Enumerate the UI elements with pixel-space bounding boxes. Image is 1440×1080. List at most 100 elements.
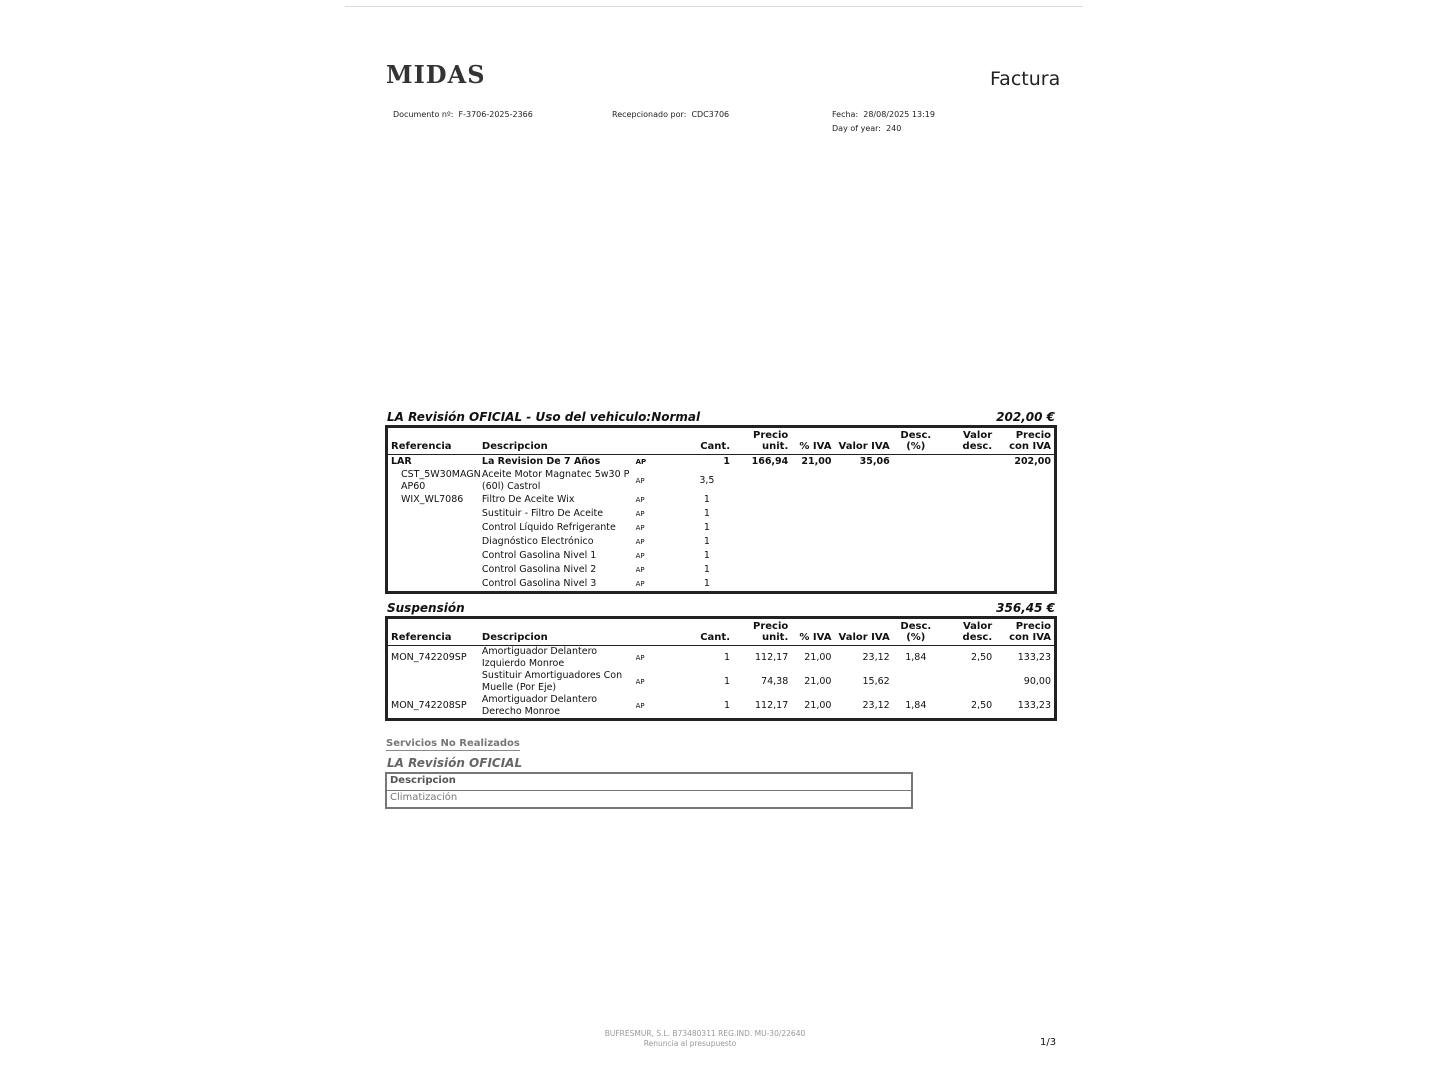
table-row: Sustituir Amortiguadores Con Muelle (Por… (387, 670, 1056, 694)
not-done-table: Descripcion Climatización (385, 772, 913, 809)
cell-desc: Sustituir - Filtro De Aceite (481, 508, 604, 519)
cell-ref (387, 521, 479, 535)
cell-valor-desc (939, 535, 995, 549)
cell-cant: 1 (703, 494, 710, 505)
cell-iva (791, 507, 834, 521)
cell-valor-desc (939, 670, 995, 694)
midas-logo: MIDAS (386, 60, 486, 89)
cell-total (995, 493, 1055, 507)
cell-iva (791, 577, 834, 593)
cell-cant: 1 (703, 578, 710, 589)
page-top-edge (345, 6, 1083, 7)
cell-cant: 1 (723, 700, 731, 711)
column-header (632, 426, 681, 455)
cell-ap: AP (635, 524, 645, 532)
cell-valor-desc (939, 563, 995, 577)
services-not-done-label: Servicios No Realizados (386, 738, 520, 751)
cell-desc: Amortiguador Delantero Derecho Monroe (481, 694, 598, 717)
cell-valor-iva (834, 521, 892, 535)
footer-note: Renuncia al presupuesto (643, 1039, 737, 1048)
column-header: Valor IVA (834, 617, 893, 646)
table-row: Control Líquido Refrigerante AP 1 (387, 521, 1056, 535)
cell-iva: 21,00 (801, 456, 832, 467)
cell-precio: 112,17 (755, 652, 789, 663)
cell-cant: 1 (703, 550, 710, 561)
received-by: Recepcionado por: CDC3706 (612, 110, 730, 119)
document-number: Documento nº: F-3706-2025-2366 (393, 110, 533, 119)
cell-valor-desc: 2,50 (971, 700, 993, 711)
column-header: Precio unit. (733, 617, 792, 646)
cell-ap: AP (635, 654, 645, 662)
cell-iva (791, 469, 834, 493)
cell-ref (387, 507, 479, 521)
cell-total (995, 577, 1055, 593)
cell-valor-iva (834, 535, 892, 549)
revision-items-table: Referencia Descripcion Cant. Precio unit.% … (385, 425, 1057, 594)
cell-ap: AP (635, 458, 647, 466)
cell-desc-pct: 1,84 (905, 652, 927, 663)
table-row: MON_742208SP Amortiguador Delantero Derec… (387, 694, 1056, 720)
cell-cant: 1 (723, 456, 731, 467)
cell-valor-iva: 23,12 (862, 652, 890, 663)
column-header: Precio unit. (733, 426, 792, 455)
section-title-revision: LA Revisión OFICIAL - Uso del vehiculo:N… (387, 410, 701, 424)
cell-precio (733, 535, 791, 549)
cell-precio (733, 493, 791, 507)
cell-ref: LAR (391, 456, 412, 467)
cell-precio (733, 577, 791, 593)
document-title: Factura (990, 68, 1061, 90)
cell-desc-pct (893, 535, 939, 549)
suspension-items-table: Referencia Descripcion Cant. Precio unit.% … (385, 616, 1057, 721)
cell-iva (791, 493, 834, 507)
cell-desc-pct (893, 549, 939, 563)
cell-desc-pct (893, 469, 939, 493)
cell-total (995, 549, 1055, 563)
column-header: Desc. (%) (892, 617, 939, 646)
cell-total (995, 469, 1055, 493)
section-total-revision: 202,00 € (996, 410, 1055, 424)
cell-iva: 21,00 (804, 652, 832, 663)
cell-ref: MON_742209SP (391, 652, 467, 663)
cell-ap: AP (635, 538, 645, 546)
cell-desc: Amortiguador Delantero Izquierdo Monroe (481, 646, 598, 669)
column-header: % IVA (791, 617, 835, 646)
cell-iva: 21,00 (804, 700, 832, 711)
cell-ap: AP (635, 580, 645, 588)
cell-valor-desc (939, 455, 995, 470)
cell-desc: Sustituir Amortiguadores Con Muelle (Por… (481, 670, 623, 693)
cell-desc: Control Líquido Refrigerante (481, 522, 616, 533)
cell-ref (387, 535, 479, 549)
cell-precio (733, 521, 791, 535)
invoice-date: Fecha: 28/08/2025 13:19 (832, 110, 935, 119)
cell-desc-pct (893, 670, 939, 694)
table-header-row: Referencia Descripcion Cant. Precio unit.% … (386, 617, 1056, 646)
cell-total (995, 535, 1055, 549)
cell-cant: 3,5 (699, 475, 715, 486)
table-row: LAR La Revision De 7 Años AP 1 166,94 21,00 35… (387, 455, 1056, 470)
cell-ref (387, 670, 479, 694)
cell-precio (733, 549, 791, 563)
column-header: Precio con IVA (995, 617, 1056, 646)
cell-valor-desc (939, 493, 995, 507)
cell-valor-desc (939, 549, 995, 563)
cell-desc-pct (893, 493, 939, 507)
cell-desc: Control Gasolina Nivel 3 (481, 578, 597, 589)
cell-total: 133,23 (1017, 700, 1051, 711)
cell-ap: AP (635, 702, 645, 710)
cell-iva (791, 549, 834, 563)
cell-valor-desc (939, 521, 995, 535)
cell-desc-pct (893, 577, 939, 593)
cell-valor-iva (834, 469, 892, 493)
column-header (632, 617, 681, 646)
cell-ref: MON_742208SP (391, 700, 467, 711)
cell-desc-pct: 1,84 (905, 700, 927, 711)
cell-valor-iva (834, 549, 892, 563)
column-header: Descripcion (478, 617, 633, 646)
column-header: Valor IVA (834, 426, 893, 455)
footer-company: BUFRESMUR, S.L. B73480311 REG.IND. MU-30… (604, 1029, 806, 1038)
cell-total: 133,23 (1017, 652, 1051, 663)
cell-precio (733, 507, 791, 521)
cell-desc-pct (893, 521, 939, 535)
cell-ap: AP (635, 552, 645, 560)
cell-precio (733, 563, 791, 577)
